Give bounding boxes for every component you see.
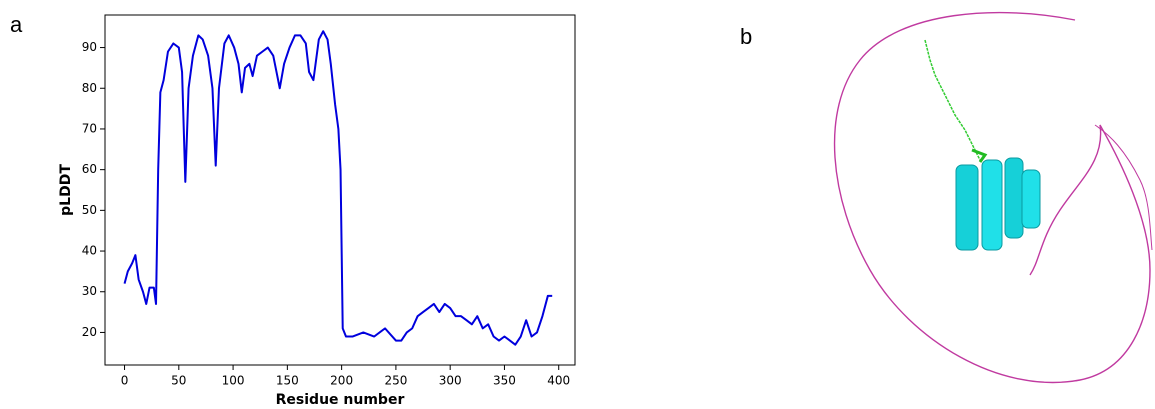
helix <box>955 164 979 251</box>
x-tick-label: 0 <box>121 374 129 388</box>
panel-label: b <box>740 24 752 49</box>
series-line <box>123 30 553 346</box>
coil <box>833 11 1151 384</box>
helix <box>1004 157 1024 239</box>
y-axis-label: pLDDT <box>58 164 74 216</box>
y-tick-label: 60 <box>82 162 97 176</box>
y-tick-label: 20 <box>82 325 97 339</box>
x-axis-label: Residue number <box>276 392 405 408</box>
x-tick-label: 350 <box>493 374 516 388</box>
y-tick-label: 80 <box>82 81 97 95</box>
x-tick-label: 200 <box>330 374 353 388</box>
x-tick-label: 150 <box>276 374 299 388</box>
x-tick-label: 250 <box>384 374 407 388</box>
x-tick-label: 50 <box>171 374 186 388</box>
y-tick-label: 50 <box>82 203 97 217</box>
x-tick-label: 300 <box>439 374 462 388</box>
helix <box>1021 169 1041 229</box>
coil <box>1094 124 1153 251</box>
y-tick-label: 30 <box>82 284 97 298</box>
y-tick-label: 90 <box>82 40 97 54</box>
plot: 20 30 40 50 60 70 80 90 0 50 100 150 200 250 300 350 400… <box>58 14 576 408</box>
x-tick-label: 400 <box>547 374 570 388</box>
plot-frame <box>104 14 576 366</box>
strand <box>971 148 988 163</box>
strand <box>924 39 981 161</box>
x-tick-label: 100 <box>222 374 245 388</box>
helix <box>981 159 1003 251</box>
panel-label: a <box>10 12 23 37</box>
protein-structure <box>833 11 1153 384</box>
y-tick-label: 40 <box>82 244 97 258</box>
y-tick-label: 70 <box>82 121 97 135</box>
